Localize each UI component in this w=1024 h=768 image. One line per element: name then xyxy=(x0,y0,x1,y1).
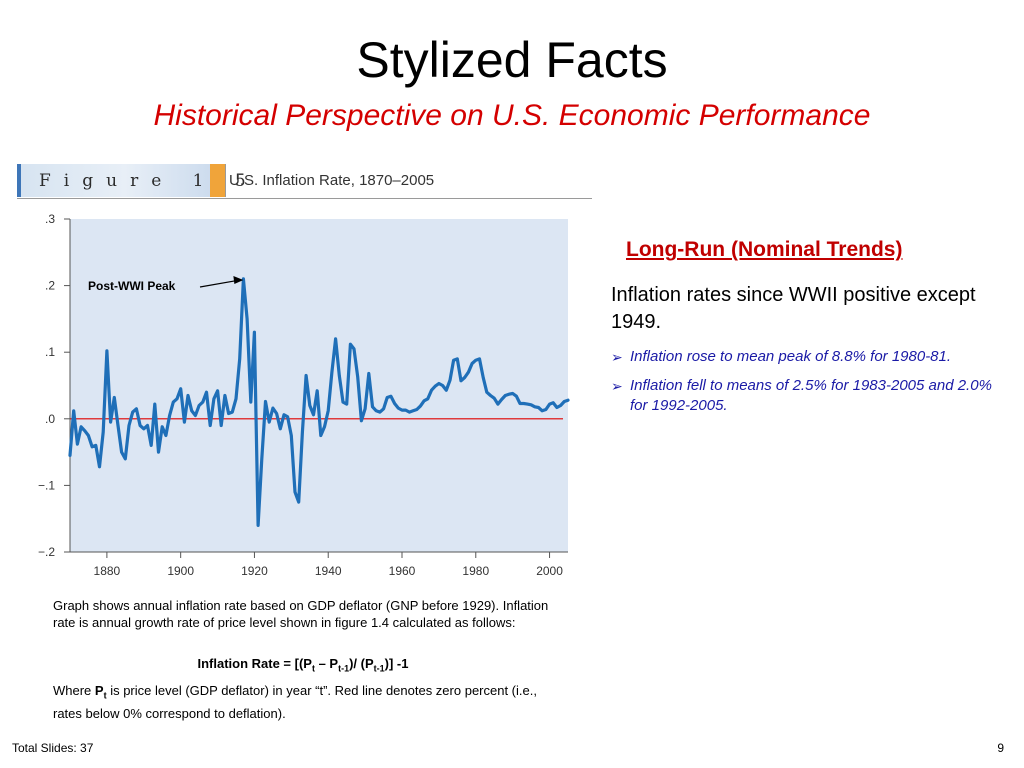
chart-caption: Graph shows annual inflation rate based … xyxy=(53,598,549,630)
bullet-item: ➢ Inflation rose to mean peak of 8.8% for… xyxy=(611,347,1006,367)
figure-title: U.S. Inflation Rate, 1870–2005 xyxy=(229,172,435,189)
x-tick-label: 1920 xyxy=(241,564,268,578)
bullet-arrow-icon: ➢ xyxy=(611,349,623,365)
bullet-text: Inflation fell to means of 2.5% for 1983… xyxy=(630,377,992,414)
bullet-arrow-icon: ➢ xyxy=(611,378,623,394)
y-tick-label: −.2 xyxy=(38,545,55,559)
right-panel-lead: Inflation rates since WWII positive exce… xyxy=(611,284,976,333)
annotation-arrow-line xyxy=(199,279,241,288)
y-tick-label: .0 xyxy=(45,412,55,426)
y-tick-label: .1 xyxy=(45,345,55,359)
x-tick-label: 1960 xyxy=(389,564,416,578)
bullet-item: ➢ Inflation fell to means of 2.5% for 198… xyxy=(611,376,1006,416)
plot-area xyxy=(70,219,568,552)
formula-explanation: Where Pt is price level (GDP deflator) i… xyxy=(53,683,537,721)
y-tick-label: −.1 xyxy=(38,478,55,492)
y-tick-label: .3 xyxy=(45,212,55,226)
x-tick-label: 1880 xyxy=(94,564,121,578)
x-tick-label: 1900 xyxy=(167,564,194,578)
figure-tag: Figure 1.5 xyxy=(17,164,246,197)
slide-subtitle: Historical Perspective on U.S. Economic … xyxy=(153,99,871,132)
figure-tag-label: Figure 1.5 xyxy=(39,171,259,191)
figure-tag-accent xyxy=(210,164,226,197)
x-tick-label: 2000 xyxy=(536,564,563,578)
total-slides: Total Slides: 37 xyxy=(12,741,94,755)
inflation-chart: .3 .2 .1 .0 −.1 −.2 1880 1900 1920 1940 1960 1980 20… xyxy=(38,212,570,578)
bullet-text: Inflation rose to mean peak of 8.8% for … xyxy=(630,348,952,365)
figure-banner: Figure 1.5 U.S. Inflation Rate, 1870–200… xyxy=(17,164,592,199)
x-tick-label: 1940 xyxy=(315,564,342,578)
x-tick-label: 1980 xyxy=(462,564,489,578)
annotation-arrowhead-icon xyxy=(233,275,244,284)
slide-title: Stylized Facts xyxy=(356,32,668,88)
slide-number: 9 xyxy=(997,741,1004,755)
inflation-formula: Inflation Rate = [(Pt – Pt-1)/ (Pt-1)] -… xyxy=(197,656,409,674)
annotation-label: Post-WWI Peak xyxy=(88,279,176,293)
inflation-series-line xyxy=(68,277,570,527)
y-tick-label: .2 xyxy=(45,279,55,293)
right-panel-heading: Long-Run (Nominal Trends) xyxy=(626,238,903,261)
right-panel-bullets: ➢ Inflation rose to mean peak of 8.8% for… xyxy=(611,347,1006,425)
